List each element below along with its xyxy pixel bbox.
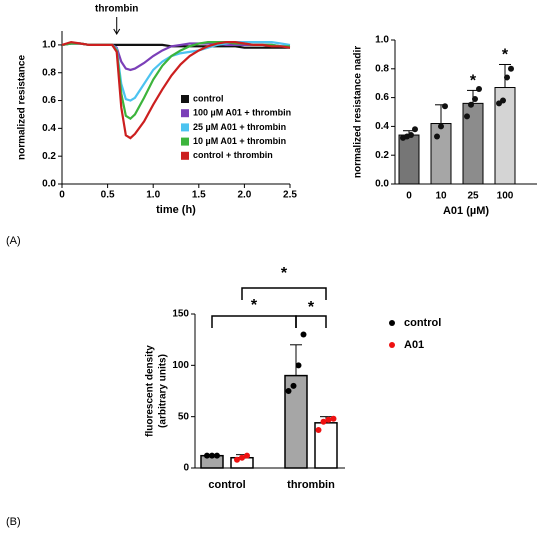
legend-swatch bbox=[181, 137, 189, 146]
y-axis-title: fluorescent density bbox=[145, 345, 156, 437]
y-axis-title: (arbitrary units) bbox=[158, 354, 169, 428]
x-tick-label: thrombin bbox=[287, 479, 335, 491]
annotation: thrombin bbox=[95, 4, 138, 15]
y-tick-label: 0.4 bbox=[42, 123, 56, 134]
bracket bbox=[241, 287, 327, 300]
legend-label: A01 bbox=[404, 339, 424, 351]
panel-label: (B) bbox=[6, 516, 21, 528]
x-axis-title: A01 (µM) bbox=[443, 205, 489, 217]
x-tick-label: 1.0 bbox=[146, 190, 160, 201]
data-point bbox=[434, 133, 440, 140]
data-point bbox=[285, 388, 292, 394]
bar bbox=[430, 123, 452, 185]
x-tick-label: 0.5 bbox=[101, 190, 115, 201]
x-tick-label: 0 bbox=[406, 191, 412, 202]
significance: * bbox=[251, 297, 258, 314]
y-tick-label: 0.2 bbox=[42, 151, 56, 162]
significance: * bbox=[502, 47, 509, 64]
bracket bbox=[295, 315, 327, 328]
panel-label: (A) bbox=[6, 235, 21, 247]
legend-marker bbox=[389, 320, 395, 326]
data-point bbox=[464, 113, 470, 120]
y-tick-label: 0.6 bbox=[375, 92, 389, 103]
data-point bbox=[504, 74, 510, 81]
x-tick-label: 2.5 bbox=[283, 190, 297, 201]
data-point bbox=[412, 126, 418, 133]
legend-swatch bbox=[181, 123, 189, 132]
y-tick-label: 150 bbox=[172, 309, 189, 320]
bracket bbox=[211, 315, 297, 328]
data-point bbox=[234, 456, 240, 463]
data-point bbox=[204, 452, 210, 459]
y-tick-label: 1.0 bbox=[375, 35, 389, 46]
significance: * bbox=[308, 299, 315, 316]
data-point bbox=[442, 103, 448, 110]
data-point bbox=[320, 418, 327, 425]
legend-swatch bbox=[181, 95, 189, 103]
arrow-head bbox=[113, 28, 121, 35]
y-tick-label: 100 bbox=[172, 360, 189, 371]
y-axis-title: normalized resistance bbox=[17, 55, 28, 160]
y-tick-label: 0.6 bbox=[42, 95, 56, 106]
y-tick-label: 50 bbox=[178, 411, 190, 422]
legend-label: control bbox=[404, 317, 441, 329]
data-point bbox=[468, 101, 474, 108]
legend-marker bbox=[389, 342, 395, 348]
x-tick-label: 1.5 bbox=[192, 190, 206, 201]
x-tick-label: 25 bbox=[467, 191, 479, 202]
data-point bbox=[508, 65, 514, 72]
y-tick-label: 0 bbox=[183, 463, 189, 474]
x-tick-label: 2.0 bbox=[237, 190, 251, 201]
data-point bbox=[325, 416, 332, 423]
data-point bbox=[244, 452, 250, 459]
data-point bbox=[472, 96, 478, 103]
y-tick-label: 0.0 bbox=[375, 179, 389, 190]
legend-swatch bbox=[181, 109, 189, 118]
y-tick-label: 1.0 bbox=[42, 40, 56, 51]
y-tick-label: 0.8 bbox=[375, 63, 389, 74]
bar bbox=[398, 134, 420, 185]
data-point bbox=[295, 362, 302, 369]
x-tick-label: 100 bbox=[497, 191, 514, 202]
data-point bbox=[476, 85, 482, 92]
significance: * bbox=[281, 265, 288, 282]
significance: * bbox=[470, 73, 477, 90]
line-series bbox=[61, 41, 291, 140]
legend-swatch bbox=[181, 151, 189, 160]
legend-label: 25 µM A01 + thrombin bbox=[193, 122, 286, 132]
data-point bbox=[500, 97, 506, 104]
y-tick-label: 0.0 bbox=[42, 179, 56, 190]
y-tick-label: 0.4 bbox=[375, 121, 389, 132]
data-point bbox=[438, 123, 444, 130]
data-point bbox=[315, 427, 322, 434]
y-tick-label: 0.8 bbox=[42, 67, 56, 78]
x-tick-label: 10 bbox=[435, 191, 447, 202]
legend-label: 100 µM A01 + thrombin bbox=[193, 108, 291, 118]
y-axis-title: normalized resistance nadir bbox=[353, 46, 364, 178]
data-point bbox=[290, 382, 297, 389]
data-point bbox=[408, 132, 414, 139]
x-tick-label: 0 bbox=[59, 190, 65, 201]
data-point bbox=[209, 452, 215, 459]
legend-label: 10 µM A01 + thrombin bbox=[193, 136, 286, 146]
x-tick-label: control bbox=[208, 479, 245, 491]
legend-label: control + thrombin bbox=[193, 150, 273, 160]
x-axis-title: time (h) bbox=[156, 204, 196, 216]
data-point bbox=[214, 452, 220, 459]
legend-label: control bbox=[193, 93, 224, 103]
y-tick-label: 0.2 bbox=[375, 150, 389, 161]
data-point bbox=[300, 331, 307, 338]
data-point bbox=[330, 415, 337, 422]
data-point bbox=[239, 454, 245, 461]
